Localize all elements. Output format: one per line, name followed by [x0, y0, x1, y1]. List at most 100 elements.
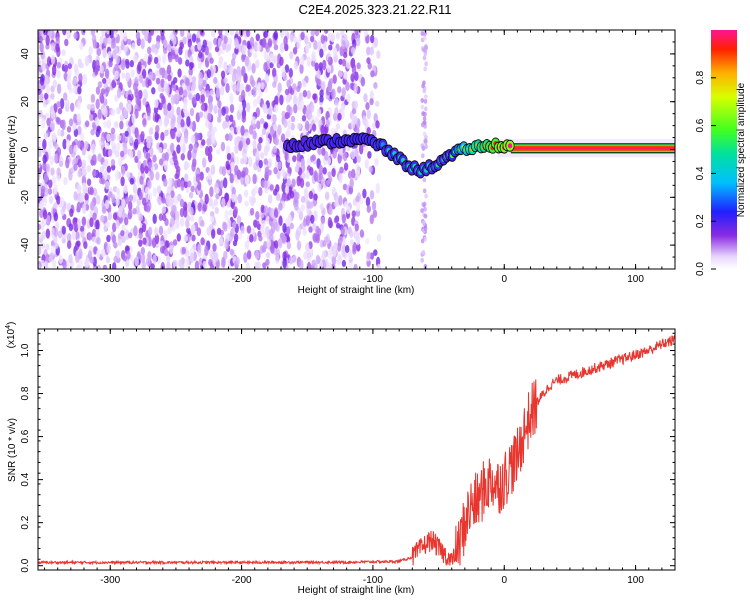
noise-cell: [264, 73, 269, 84]
noise-cell: [369, 252, 375, 260]
noise-cell: [181, 246, 187, 255]
noise-cell: [38, 263, 41, 269]
noise-cell: [74, 157, 79, 165]
colorbar-gradient: [711, 30, 737, 269]
svg-text:(x104): (x104): [5, 322, 17, 349]
noise-cell: [351, 210, 356, 218]
noise-cell: [98, 171, 103, 179]
noise-cell: [328, 176, 333, 183]
noise-cell: [245, 262, 250, 269]
noise-cell: [281, 168, 286, 178]
noise-cell: [326, 63, 331, 73]
noise-cell: [292, 254, 297, 263]
noise-cell: [110, 159, 116, 166]
noise-cell: [174, 47, 179, 56]
snr-x-axis: -300 -200 -100 0 100: [44, 329, 676, 586]
noise-cell: [294, 202, 299, 211]
noise-cell: [82, 203, 87, 214]
noise-cell: [180, 217, 185, 227]
noise-cell: [360, 76, 366, 87]
noise-cell: [225, 82, 230, 94]
noise-cell: [185, 257, 190, 268]
noise-cell: [50, 167, 55, 176]
noise-cell: [148, 135, 153, 144]
noise-cell: [102, 77, 107, 84]
snr-y-axis: 0.0 0.2 0.4 0.6 0.8 1.0: [20, 332, 675, 573]
noise-cell: [183, 180, 189, 189]
noise-cell: [293, 104, 298, 114]
noise-cell: [152, 187, 157, 197]
noise-cell: [355, 235, 361, 246]
noise-cell: [126, 38, 132, 45]
noise-cell: [303, 251, 308, 260]
noise-cell: [76, 240, 81, 247]
noise-cell: [324, 30, 329, 34]
noise-cell: [191, 120, 197, 132]
noise-cell: [140, 130, 145, 140]
noise-cell: [232, 83, 237, 93]
noise-cell: [282, 258, 287, 269]
noise-cell: [277, 82, 282, 94]
noise-cell: [90, 93, 96, 104]
noise-cell: [280, 133, 286, 143]
noise-cell: [372, 209, 378, 218]
noise-cell: [41, 63, 46, 72]
noise-cell: [184, 173, 189, 182]
noise-cell: [244, 200, 249, 207]
noise-cell: [186, 116, 191, 127]
noise-cell: [241, 115, 246, 123]
noise-cell: [350, 46, 356, 55]
noise-cell: [350, 58, 355, 69]
noise-cell: [57, 230, 63, 239]
noise-cell: [106, 234, 111, 243]
noise-cell: [89, 217, 94, 228]
noise-cell: [166, 64, 172, 75]
noise-cell: [234, 39, 239, 50]
noise-cell: [176, 233, 181, 242]
noise-cell: [207, 152, 213, 163]
noise-cell: [57, 129, 62, 137]
noise-cell: [424, 94, 428, 100]
noise-cell: [289, 34, 295, 43]
noise-cell: [62, 259, 67, 269]
noise-cell: [96, 249, 101, 259]
noise-cell: [106, 165, 112, 173]
noise-cell: [77, 184, 82, 194]
noise-cell: [331, 255, 337, 266]
noise-cell: [121, 72, 126, 79]
noise-cell: [56, 69, 61, 79]
noise-cell: [303, 187, 309, 199]
noise-cell: [319, 48, 324, 58]
noise-cell: [113, 30, 119, 38]
noise-cell: [204, 245, 209, 257]
spectrogram-area: [38, 30, 675, 269]
noise-cell: [340, 30, 345, 37]
noise-cell: [365, 102, 370, 111]
noise-cell: [128, 194, 134, 202]
noise-cell: [202, 260, 207, 268]
noise-cell: [272, 67, 277, 78]
noise-cell: [267, 38, 273, 47]
noise-cell: [108, 191, 113, 198]
noise-cell: [279, 56, 284, 67]
noise-cell: [260, 223, 265, 235]
noise-cell: [370, 34, 375, 44]
noise-cell: [72, 122, 77, 131]
snr-frame: [37, 328, 676, 571]
noise-cell: [44, 264, 49, 269]
noise-cell: [188, 93, 193, 101]
noise-cell: [273, 167, 278, 175]
noise-cell: [191, 33, 197, 43]
noise-cell: [286, 178, 291, 187]
noise-cell: [179, 207, 185, 218]
noise-cell: [293, 36, 298, 43]
noise-cell: [308, 190, 314, 200]
noise-cell: [173, 94, 178, 105]
noise-cell: [286, 104, 291, 113]
noise-cell: [420, 104, 425, 110]
noise-cell: [341, 247, 346, 258]
noise-cell: [124, 130, 129, 137]
noise-cell: [212, 243, 217, 252]
noise-cell: [81, 30, 86, 36]
noise-cell: [95, 86, 101, 95]
